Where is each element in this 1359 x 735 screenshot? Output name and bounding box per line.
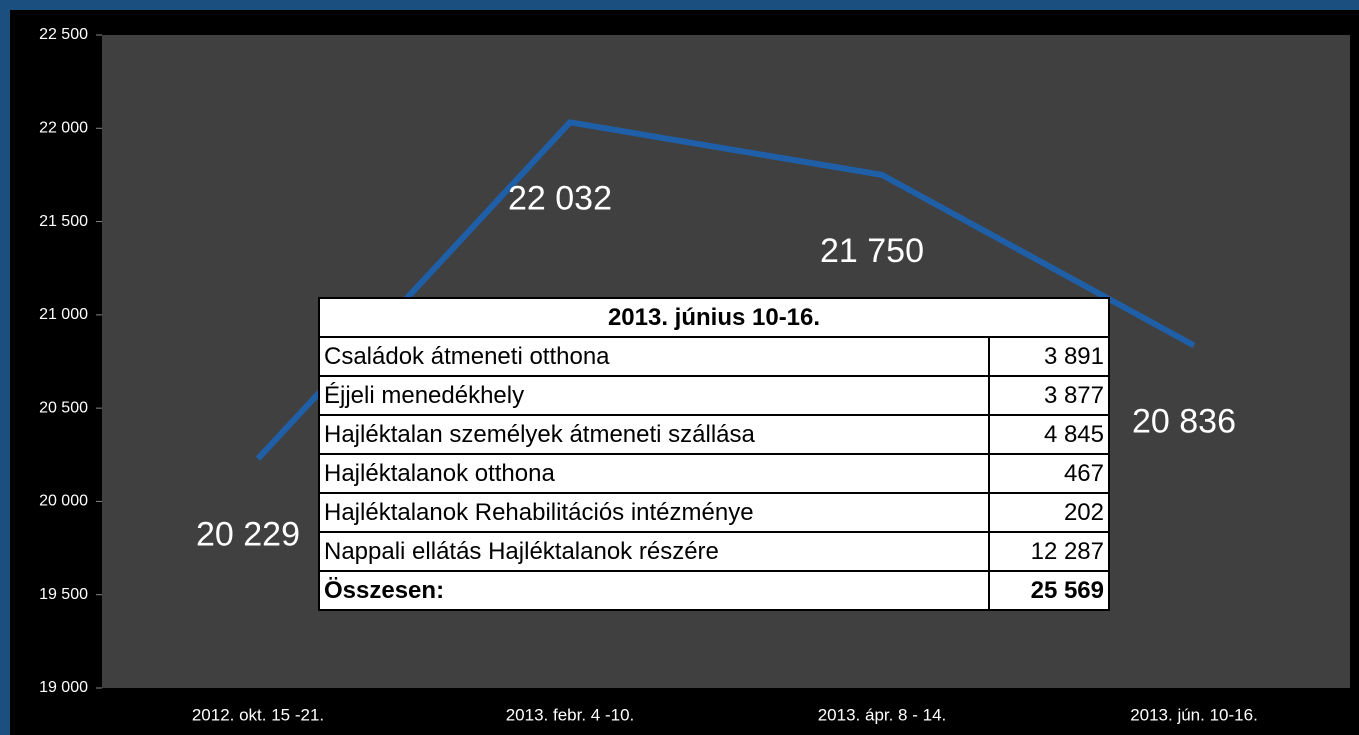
- cell-label: Nappali ellátás Hajléktalanok részére: [318, 531, 990, 572]
- cell-value: 467: [988, 453, 1110, 494]
- x-tick-label: 2013. jún. 10-16.: [1130, 705, 1258, 724]
- y-tick-label: 20 500: [39, 399, 88, 416]
- data-label: 22 032: [508, 179, 612, 217]
- x-tick-label: 2013. ápr. 8 - 14.: [818, 705, 947, 724]
- y-tick-label: 21 500: [39, 213, 88, 230]
- y-tick-label: 22 500: [39, 26, 88, 43]
- cell-label: Összesen:: [318, 570, 990, 611]
- data-label: 21 750: [820, 232, 924, 270]
- x-tick-label: 2012. okt. 15 -21.: [192, 705, 324, 724]
- cell-value: 202: [988, 492, 1110, 533]
- cell-value: 4 845: [988, 414, 1110, 455]
- cell-value: 3 877: [988, 375, 1110, 416]
- y-tick-label: 19 000: [39, 679, 88, 696]
- data-label: 20 229: [196, 516, 300, 554]
- cell-label: Hajléktalan személyek átmeneti szállása: [318, 414, 990, 455]
- table-title: 2013. június 10-16.: [318, 297, 1110, 338]
- summary-table: 2013. június 10-16. Családok átmeneti ot…: [318, 297, 1110, 611]
- y-tick-label: 20 000: [39, 493, 88, 510]
- cell-label: Hajléktalanok Rehabilitációs intézménye: [318, 492, 990, 533]
- y-tick-label: 22 000: [39, 120, 88, 137]
- table-row: Hajléktalanok Rehabilitációs intézménye 2…: [318, 492, 1110, 533]
- cell-label: Hajléktalanok otthona: [318, 453, 990, 494]
- table-row: Családok átmeneti otthona 3 891: [318, 336, 1110, 377]
- cell-value: 3 891: [988, 336, 1110, 377]
- data-label: 20 836: [1132, 402, 1236, 440]
- cell-value: 12 287: [988, 531, 1110, 572]
- y-tick-label: 19 500: [39, 586, 88, 603]
- y-tick-label: 21 000: [39, 306, 88, 323]
- cell-value: 25 569: [988, 570, 1110, 611]
- x-tick-label: 2013. febr. 4 -10.: [506, 705, 635, 724]
- table-row: Hajléktalan személyek átmeneti szállása 4…: [318, 414, 1110, 455]
- cell-label: Éjjeli menedékhely: [318, 375, 990, 416]
- cell-label: Családok átmeneti otthona: [318, 336, 990, 377]
- line: [255, 119, 1196, 461]
- table-row: Éjjeli menedékhely 3 877: [318, 375, 1110, 416]
- table-row: Hajléktalanok otthona 467: [318, 453, 1110, 494]
- table-row: Nappali ellátás Hajléktalanok részére 12 …: [318, 531, 1110, 572]
- table-row: Összesen: 25 569: [318, 570, 1110, 611]
